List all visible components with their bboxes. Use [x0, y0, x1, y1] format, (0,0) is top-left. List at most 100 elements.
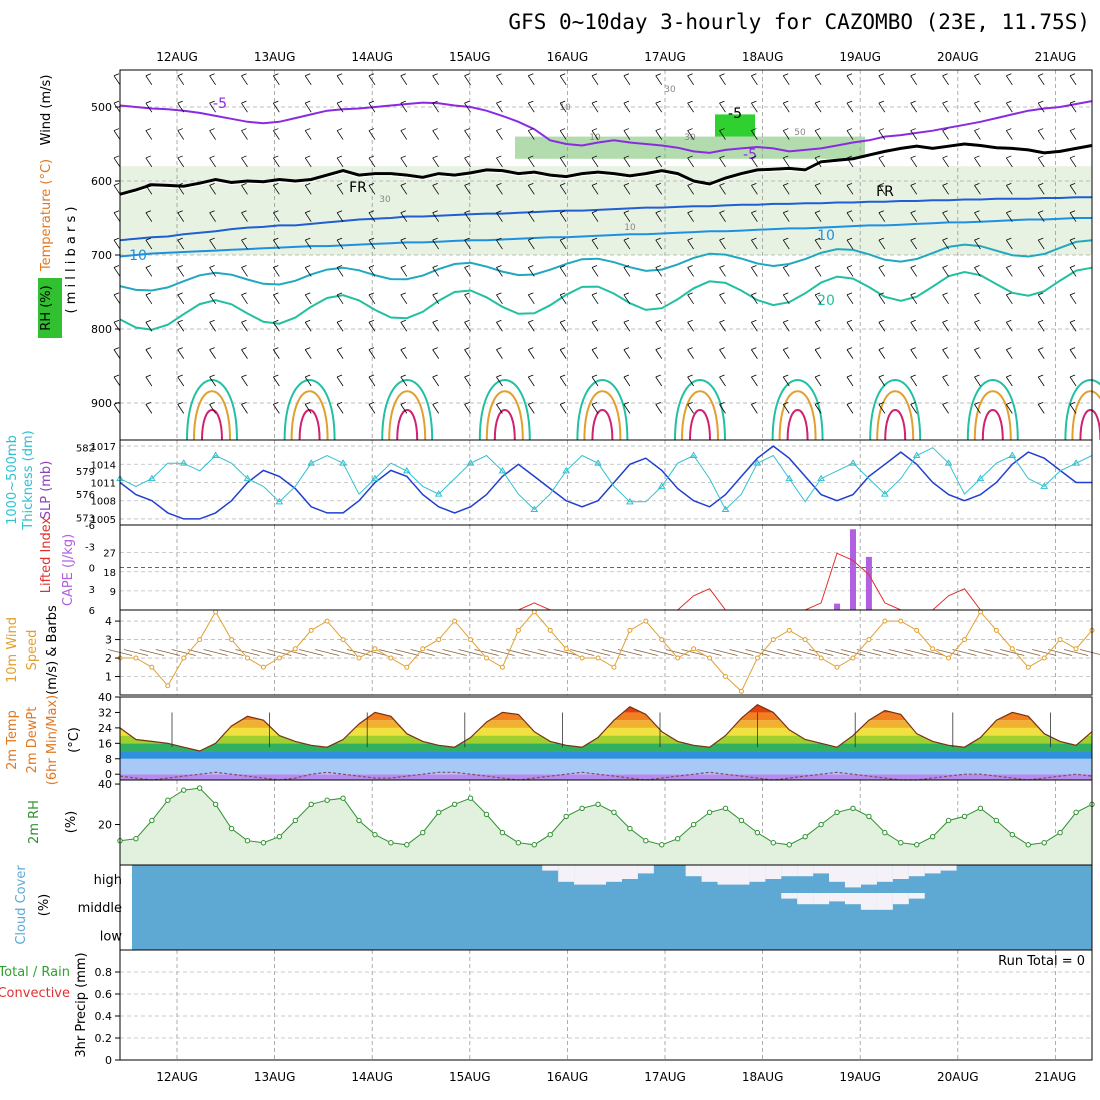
wind10-point: [1025, 664, 1031, 670]
isotherm-minus5: [119, 100, 1093, 154]
cloud-high: [844, 865, 861, 888]
wind-barb: [241, 294, 248, 305]
wind-barb: [241, 102, 248, 113]
wind-barb: [687, 130, 694, 140]
cloud-high: [558, 865, 575, 882]
wind-barb-flag: [591, 292, 598, 296]
wind-barb: [145, 349, 153, 359]
wind-barb: [273, 102, 280, 113]
wind-barb-flag: [209, 319, 215, 323]
wind-barb-flag: [113, 265, 120, 268]
wind-barb: [177, 102, 185, 113]
wind-barb-flag: [655, 401, 661, 405]
y-tick-cape: 27: [103, 549, 116, 560]
wind10-point: [946, 655, 952, 661]
wind-barb-flag: [241, 292, 247, 296]
wind-barb-flag: [209, 210, 215, 214]
wind-barb-flag: [336, 210, 343, 214]
wind-barb-flag: [528, 401, 534, 405]
wind-barb-flag: [814, 319, 821, 323]
wind-barb-flag: [432, 182, 438, 186]
wind10-point: [993, 627, 999, 633]
wind-barb: [464, 212, 471, 222]
precip-frame: [119, 949, 1093, 1061]
wind-barb: [782, 376, 790, 387]
wind-barb-flag: [145, 210, 152, 214]
wind-barb: [782, 321, 790, 332]
wind-barb-flag: [305, 210, 311, 214]
wind-barb: [719, 212, 726, 222]
isotherm-loop-warm: [290, 390, 329, 441]
isotherm-plus10: [119, 217, 1092, 258]
wind-barb-flag: [655, 265, 661, 268]
wind-barb-flag: [623, 401, 630, 405]
y-tick-wind10: 2: [105, 652, 112, 665]
wind-barb-flag: [751, 100, 757, 104]
wind-barb: [591, 102, 599, 113]
wind-barb: [910, 157, 918, 168]
thickness-point: [498, 466, 507, 474]
wind-barb: [336, 349, 344, 359]
cloud-middle: [892, 893, 909, 905]
wind-barb-flag: [942, 401, 948, 405]
x-label-bottom: 14AUG: [351, 1070, 393, 1084]
rh2m-point: [690, 821, 697, 828]
wind10-point: [595, 655, 601, 661]
wind-barb: [368, 349, 376, 359]
label-minmax: (6hr Min/Max): [45, 695, 60, 785]
wind-barb-flag: [974, 292, 980, 296]
thickness-point: [1072, 459, 1080, 466]
cloud-high: [685, 865, 702, 877]
wind-barb: [368, 294, 376, 305]
wind-barb: [177, 376, 185, 387]
y-tick-precip: 0: [105, 1054, 112, 1067]
wind-barb: [368, 130, 376, 140]
wind-barb: [1069, 130, 1077, 140]
wind-barb: [400, 157, 408, 168]
wind10-point: [738, 688, 744, 694]
wind-barb-flag: [878, 319, 885, 323]
wind-barb-flag: [432, 265, 438, 268]
wind-barb: [464, 102, 471, 113]
wind-barb-flag: [878, 128, 885, 131]
wind-barb-flag: [464, 265, 470, 268]
rh2m-point: [563, 813, 569, 820]
wind10-point: [930, 646, 936, 652]
wind-barb: [400, 294, 408, 305]
wind-barb-flag: [623, 374, 630, 378]
wind-barb-flag: [974, 237, 980, 241]
wind-barb-flag: [336, 100, 343, 104]
wind10-barb: [171, 649, 196, 656]
wind-barb: [623, 267, 631, 277]
wind-barb-flag: [145, 128, 152, 131]
wind-barb-flag: [1006, 182, 1012, 186]
temp-band: [120, 720, 1092, 728]
wind-barb: [814, 267, 822, 277]
wind10-barb: [570, 649, 595, 656]
wind-barb-flag: [719, 128, 725, 131]
wind-barb-flag: [1006, 155, 1012, 159]
wind-barb-flag: [751, 182, 757, 186]
wind10-point: [420, 646, 426, 652]
wind-barb: [496, 376, 503, 387]
wind-barb: [687, 321, 694, 332]
wind-barb-flag: [177, 265, 183, 268]
wind-barb: [527, 349, 535, 359]
wind-barb-flag: [400, 237, 406, 241]
wind-barb: [719, 102, 726, 113]
isotherm-loop: [869, 379, 922, 441]
x-label-bottom: 12AUG: [156, 1070, 198, 1084]
thickness-point: [243, 474, 252, 482]
wind-barb: [527, 157, 535, 168]
wind-barb: [209, 376, 216, 387]
wind-barb-flag: [560, 128, 566, 131]
wind-barb: [496, 157, 503, 168]
x-label-bottom: 16AUG: [547, 1070, 589, 1084]
thickness-point: [147, 474, 156, 482]
wind-barb-flag: [910, 265, 916, 268]
wind-barb-flag: [368, 401, 375, 405]
wind-barb: [751, 267, 758, 277]
isotherm-loop: [771, 379, 824, 441]
thickness-point: [562, 466, 571, 474]
wind-barb: [623, 75, 631, 86]
